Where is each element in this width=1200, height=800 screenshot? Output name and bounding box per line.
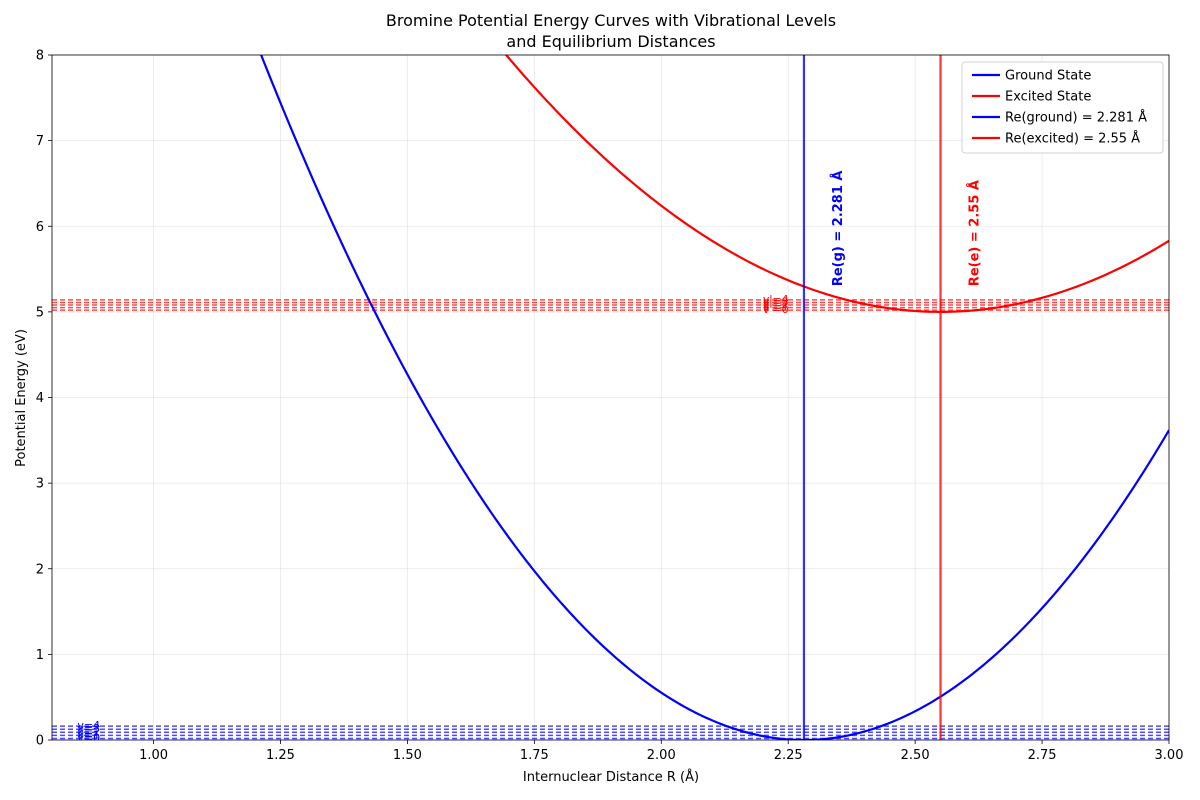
legend-label: Ground State xyxy=(1005,69,1091,84)
legend-box xyxy=(961,61,1164,154)
plot-frame xyxy=(51,54,1170,741)
y-axis-label: Potential Energy (eV) xyxy=(14,329,29,467)
y-tick-label: 8 xyxy=(36,49,44,64)
x-tick-label: 1.50 xyxy=(393,748,422,763)
legend-label: Excited State xyxy=(1005,90,1091,105)
vibrational-level-label: v=4 xyxy=(77,719,100,732)
legend-label: Re(excited) = 2.55 Å xyxy=(1005,131,1140,147)
vibrational-level-label: v'=0 xyxy=(763,303,789,316)
y-tick-label: 4 xyxy=(36,391,44,406)
curves xyxy=(259,55,1169,740)
y-tick-label: 3 xyxy=(36,477,44,492)
vibrational-level-label: v'=1 xyxy=(763,301,789,314)
axes: 1.00 1.25 1.50 1.75 2.00 2.25 2.50 2.75 3.00 0 1 2 3… xyxy=(36,49,1184,764)
vibrational-level-label: v=1 xyxy=(77,728,100,741)
equilibrium-lines: Re(g) = 2.281 Å Re(e) = 2.55 Å xyxy=(802,55,983,740)
legend-label: Re(ground) = 2.281 Å xyxy=(1005,110,1147,126)
x-tick-label: 2.25 xyxy=(774,748,803,763)
x-tick-label: 2.00 xyxy=(647,748,676,763)
equilibrium-annotation: Re(g) = 2.281 Å xyxy=(830,171,846,287)
curve-ground-state xyxy=(259,55,1169,740)
grid xyxy=(52,54,1170,741)
y-tick-label: 2 xyxy=(36,562,44,577)
chart-title-line1: Bromine Potential Energy Curves with Vib… xyxy=(386,11,836,30)
y-tick-label: 6 xyxy=(36,220,44,235)
x-tick-label: 3.00 xyxy=(1155,748,1184,763)
chart-title-line2: and Equilibrium Distances xyxy=(506,32,715,51)
legend: Ground State Excited State Re(ground) = 2.… xyxy=(961,61,1164,154)
x-tick-label: 1.25 xyxy=(266,748,295,763)
x-tick-label: 2.50 xyxy=(901,748,930,763)
y-tick-label: 1 xyxy=(36,648,44,663)
vibrational-level-label: v'=4 xyxy=(763,293,789,306)
x-tick-label: 1.00 xyxy=(139,748,168,763)
vibrational-level-label: v'=3 xyxy=(763,295,789,308)
y-tick-label: 5 xyxy=(36,305,44,320)
x-tick-label: 2.75 xyxy=(1028,748,1057,763)
x-tick-label: 1.75 xyxy=(520,748,549,763)
vibrational-levels: v=0v=1v=2v=3v=4v'=0v'=1v'=2v'=3v'=4 xyxy=(52,293,1169,741)
vibrational-level-label: v'=2 xyxy=(763,298,789,311)
curve-excited-state xyxy=(504,55,1169,313)
equilibrium-annotation: Re(e) = 2.55 Å xyxy=(967,180,983,286)
y-tick-label: 7 xyxy=(36,134,44,149)
x-axis-label: Internuclear Distance R (Å) xyxy=(523,769,699,785)
y-tick-label: 0 xyxy=(36,734,44,749)
